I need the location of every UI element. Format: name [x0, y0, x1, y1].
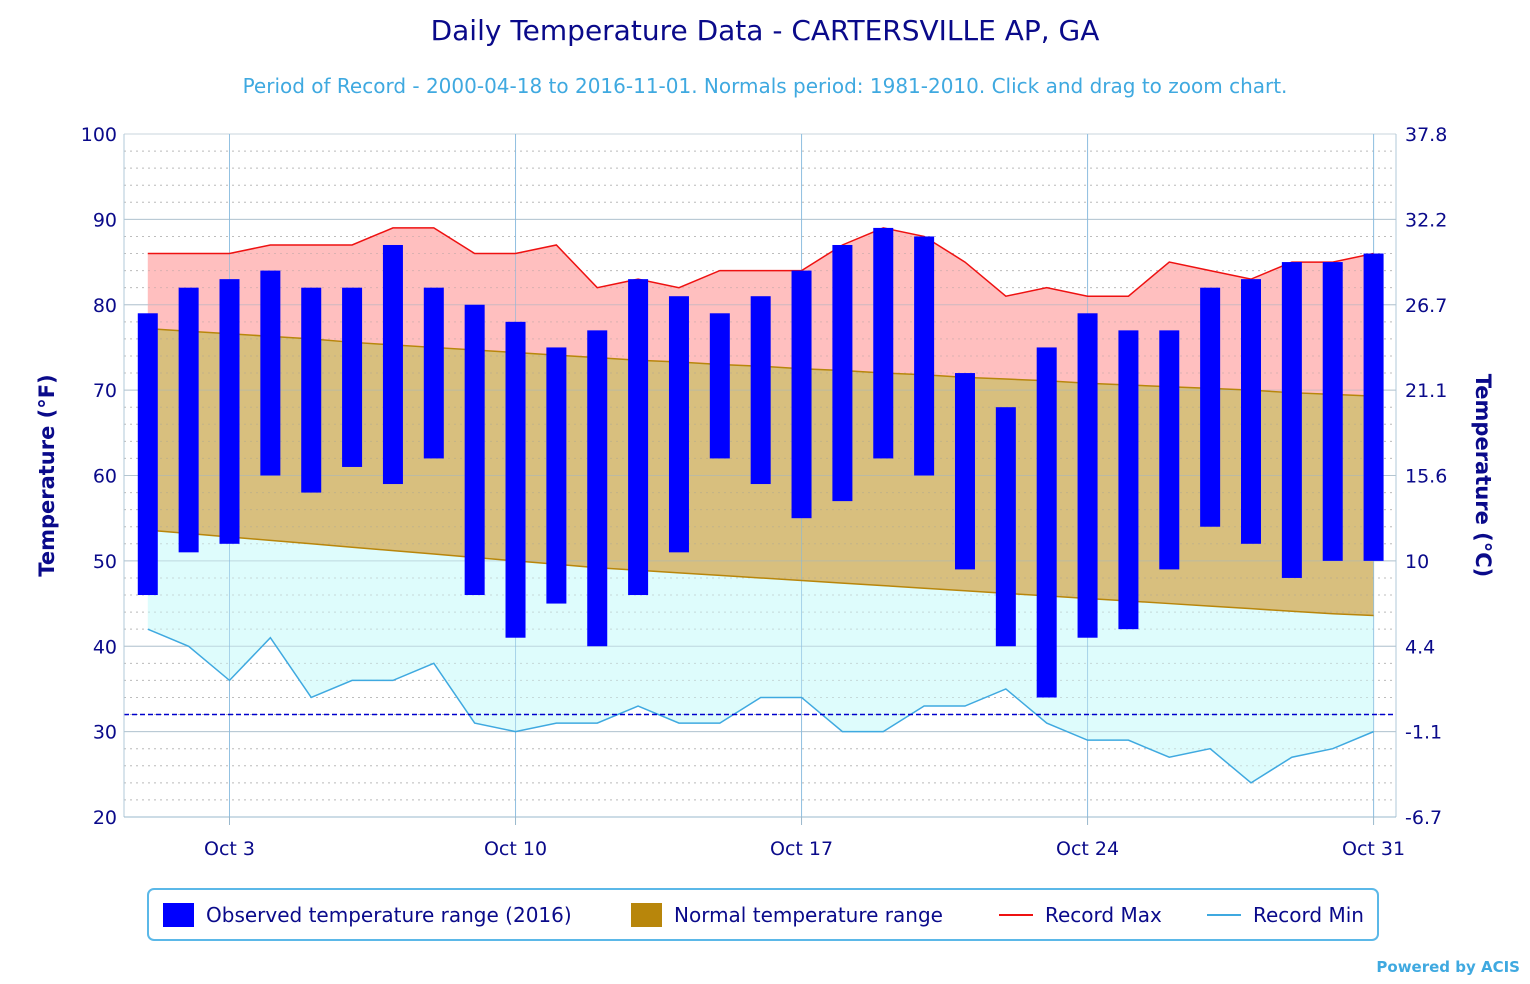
observed-swatch	[163, 902, 194, 927]
x-tick-label: Oct 24	[1056, 838, 1119, 860]
observed-bar	[1200, 287, 1221, 527]
x-tick-label: Oct 17	[770, 838, 833, 860]
observed-bar	[1241, 279, 1261, 544]
x-tick-label: Oct 31	[1342, 838, 1405, 860]
record-max-swatch	[999, 913, 1033, 916]
y-tick-label-right: -6.7	[1405, 807, 1442, 829]
observed-bar	[342, 287, 363, 467]
observed-bar	[1363, 253, 1384, 561]
observed-bar	[423, 287, 444, 459]
y-tick-label-right: 15.6	[1405, 466, 1447, 488]
y-tick-label-left: 60	[93, 466, 117, 488]
chart-subtitle: Period of Record - 2000-04-18 to 2016-11…	[242, 74, 1288, 98]
observed-bar	[464, 304, 485, 596]
observed-bar	[914, 236, 935, 476]
y-tick-label-left: 40	[93, 636, 117, 658]
observed-bars	[137, 227, 1384, 698]
observed-bar	[995, 407, 1016, 647]
observed-bar	[1077, 313, 1098, 638]
observed-bar	[628, 279, 649, 596]
y-tick-label-right: 21.1	[1405, 380, 1447, 402]
y-tick-label-left: 80	[93, 295, 117, 317]
y-tick-label-left: 50	[93, 551, 117, 573]
observed-bar	[219, 279, 240, 544]
legend-item-record-max[interactable]: Record Max	[999, 903, 1162, 927]
observed-bar	[668, 296, 689, 553]
observed-bar	[137, 313, 158, 596]
normal-low-line	[147, 529, 1374, 617]
credit-link[interactable]: Powered by ACIS	[1376, 958, 1520, 976]
legend-label-record-min: Record Min	[1253, 902, 1364, 927]
observed-bar	[791, 270, 812, 519]
observed-bar	[178, 287, 199, 553]
y-tick-label-right: 10	[1405, 551, 1429, 573]
axis-labels: 20 30 40 50 60 70 80 90 100 -6.7 -1.1 4.4 10 15.6 21.1…	[35, 124, 1495, 860]
normal-swatch	[631, 902, 662, 927]
y-tick-label-left: 70	[93, 380, 117, 402]
observed-bar	[301, 287, 322, 493]
observed-bar	[750, 296, 771, 485]
observed-bar	[260, 270, 281, 476]
observed-bar	[1036, 347, 1057, 698]
observed-bar	[1281, 262, 1302, 578]
y-tick-label-right: 37.8	[1405, 124, 1447, 146]
record-min-swatch	[1207, 913, 1241, 916]
legend-item-record-min[interactable]: Record Min	[1207, 903, 1364, 927]
observed-bar	[709, 313, 730, 459]
legend-label-observed: Observed temperature range (2016)	[206, 902, 572, 927]
y-tick-label-left: 20	[93, 807, 117, 829]
axes	[123, 134, 1397, 825]
y-tick-label-right: -1.1	[1405, 722, 1442, 744]
observed-bar	[382, 244, 403, 485]
record-max-line	[147, 227, 1374, 298]
y-tick-label-right: 4.4	[1405, 636, 1435, 658]
legend-label-record-max: Record Max	[1045, 902, 1162, 927]
x-tick-label: Oct 3	[204, 838, 255, 860]
y-tick-label-right: 26.7	[1405, 295, 1447, 317]
legend-item-observed[interactable]: Observed temperature range (2016)	[163, 902, 572, 927]
y-tick-label-left: 90	[93, 209, 117, 231]
y-tick-label-left: 100	[81, 124, 117, 146]
observed-bar	[832, 244, 853, 502]
observed-bar	[1159, 330, 1180, 570]
legend-label-normal: Normal temperature range	[674, 902, 943, 927]
y-tick-label-right: 32.2	[1405, 209, 1447, 231]
legend: Observed temperature range (2016) Normal…	[147, 888, 1379, 941]
observed-bar	[546, 347, 567, 604]
y-axis-title-left: Temperature (°F)	[35, 374, 59, 576]
observed-bar	[1322, 262, 1343, 561]
observed-bar	[954, 373, 975, 570]
observed-bar	[1118, 330, 1139, 630]
y-tick-label-left: 30	[93, 722, 117, 744]
y-axis-title-right: Temperature (°C)	[1471, 374, 1495, 577]
chart-plot[interactable]: 20 30 40 50 60 70 80 90 100 -6.7 -1.1 4.4 10 15.6 21.1…	[0, 0, 1530, 880]
x-tick-label: Oct 10	[484, 838, 547, 860]
observed-bar	[873, 227, 894, 459]
record-min-line	[147, 628, 1374, 784]
observed-bar	[505, 321, 526, 638]
chart-title: Daily Temperature Data - CARTERSVILLE AP…	[430, 14, 1100, 47]
record-min-band	[147, 530, 1374, 783]
observed-bar	[587, 330, 608, 647]
legend-item-normal[interactable]: Normal temperature range	[631, 902, 943, 927]
